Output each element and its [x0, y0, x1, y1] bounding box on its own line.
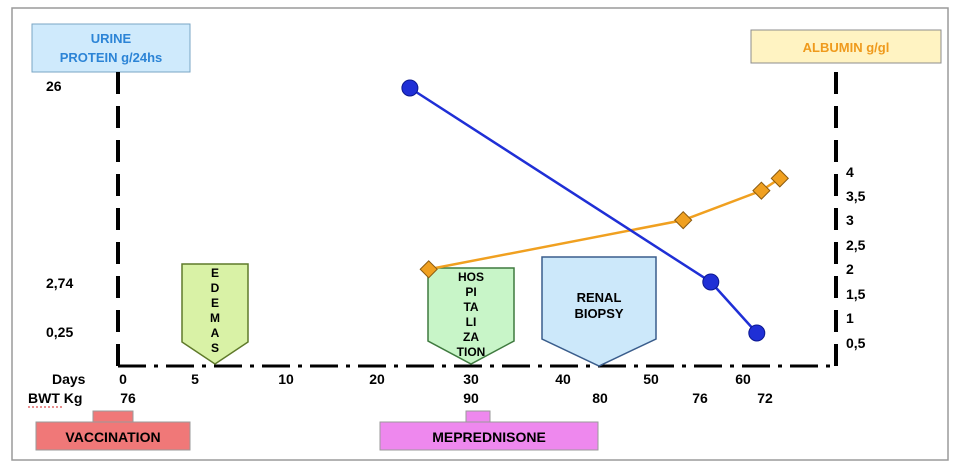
right-tick-label: 2 [846, 261, 854, 277]
edemas-letter: D [211, 281, 220, 295]
renal-biopsy-callout: RENAL BIOPSY [541, 256, 657, 367]
vaccination-annotation: VACCINATION [35, 410, 191, 451]
left-axis-title-line1: URINE [91, 31, 132, 46]
bwt-value: 76 [120, 390, 136, 406]
right-tick-label: 0,5 [846, 335, 866, 351]
urine-protein-point [702, 273, 720, 291]
x-tick-label: 40 [555, 371, 571, 387]
x-tick-label: 50 [643, 371, 659, 387]
hospitalization-line: LI [466, 315, 477, 329]
bwt-value: 80 [592, 390, 608, 406]
bwt-value: 76 [692, 390, 708, 406]
x-tick-label: 0 [119, 371, 127, 387]
right-tick-label: 1,5 [846, 286, 866, 302]
edemas-letter: A [211, 326, 220, 340]
left-tick-label: 2,74 [46, 275, 73, 291]
renal-biopsy-line: BIOPSY [574, 306, 623, 321]
albumin-point [752, 181, 771, 200]
right-tick-label: 1 [846, 310, 854, 326]
bwt-value: 72 [757, 390, 773, 406]
x-tick-label: 30 [463, 371, 479, 387]
x-tick-label: 20 [369, 371, 385, 387]
right-tick-label: 4 [846, 164, 854, 180]
hospitalization-line: PI [465, 285, 476, 299]
hospitalization-line: ZA [463, 330, 479, 344]
meprednisone-label: MEPREDNISONE [432, 429, 546, 445]
edemas-letter: M [210, 311, 220, 325]
x-tick-label: 60 [735, 371, 751, 387]
meprednisone-box [379, 421, 599, 451]
urine-protein-series [401, 79, 766, 342]
vaccination-label: VACCINATION [65, 429, 160, 445]
outer-border [11, 7, 949, 461]
vaccination-box [35, 421, 191, 451]
x-tick-label: 5 [191, 371, 199, 387]
hospitalization-callout-shape [427, 267, 515, 365]
left-tick-label: 0,25 [46, 324, 73, 340]
albumin-series [419, 169, 789, 279]
right-tick-label: 3 [846, 212, 854, 228]
left-axis-title-line2: PROTEIN g/24hs [60, 50, 163, 65]
bwt-label: BWT Kg [28, 390, 82, 406]
right-tick-label: 3,5 [846, 188, 866, 204]
hospitalization-line: TA [463, 300, 478, 314]
urine-protein-point [748, 324, 766, 342]
albumin-point [770, 169, 789, 188]
albumin-line [428, 177, 781, 271]
right-axis-title: ALBUMIN g/gl [803, 40, 890, 55]
edemas-letter: E [211, 296, 219, 310]
left-axis-title-box [31, 23, 191, 73]
right-axis-title-box [750, 29, 942, 64]
renal-biopsy-callout-shape [541, 256, 657, 367]
hospitalization-line: TION [457, 345, 486, 359]
bwt-value: 90 [463, 390, 479, 406]
days-label: Days [52, 371, 86, 387]
x-tick-label: 10 [278, 371, 294, 387]
meprednisone-annotation: MEPREDNISONE [379, 410, 599, 451]
renal-biopsy-line: RENAL [577, 290, 622, 305]
left-tick-label: 26 [46, 78, 62, 94]
edemas-callout-shape [181, 263, 249, 365]
urine-protein-point [401, 79, 419, 97]
hospitalization-line: HOS [458, 270, 484, 284]
edemas-letter: S [211, 341, 219, 355]
hospitalization-callout: HOS PI TA LI ZA TION [427, 267, 515, 365]
edemas-letter: E [211, 266, 219, 280]
right-tick-label: 2,5 [846, 237, 866, 253]
albumin-point [674, 210, 693, 230]
albumin-point [419, 260, 438, 279]
edemas-callout: E D E M A S [181, 263, 249, 365]
